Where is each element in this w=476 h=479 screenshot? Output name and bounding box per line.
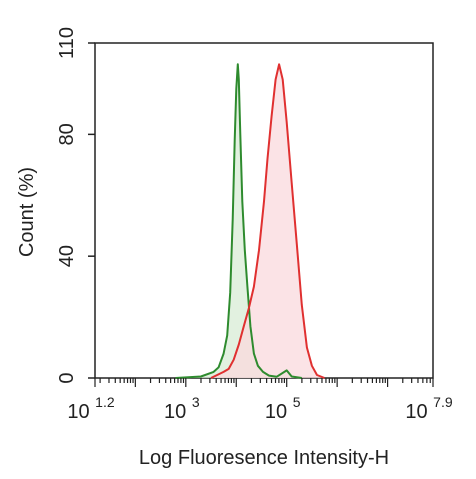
series-1-area [175,64,302,379]
x-tick-label: 10 5 [265,394,301,423]
y-tick-label: 110 [56,27,78,59]
series-2-line [210,63,325,379]
y-tick-label: 80 [56,123,78,145]
x-axis-ticks: 10 1.2 10 3 10 5 10 7.9 [67,378,453,423]
y-tick-label: 0 [56,372,78,383]
x-axis-title: Log Fluoresence Intensity-H [139,447,389,469]
y-tick-label: 40 [56,245,78,267]
x-tick-label: 10 3 [164,394,200,423]
y-axis-ticks: 0 40 80 110 [56,27,95,384]
x-tick-label: 10 1.2 [67,394,114,423]
series-2-area [211,64,325,379]
series-layer [175,63,325,379]
y-axis-title: Count (%) [16,167,38,257]
x-tick-label: 10 7.9 [405,394,452,423]
series-1-line [175,63,302,379]
